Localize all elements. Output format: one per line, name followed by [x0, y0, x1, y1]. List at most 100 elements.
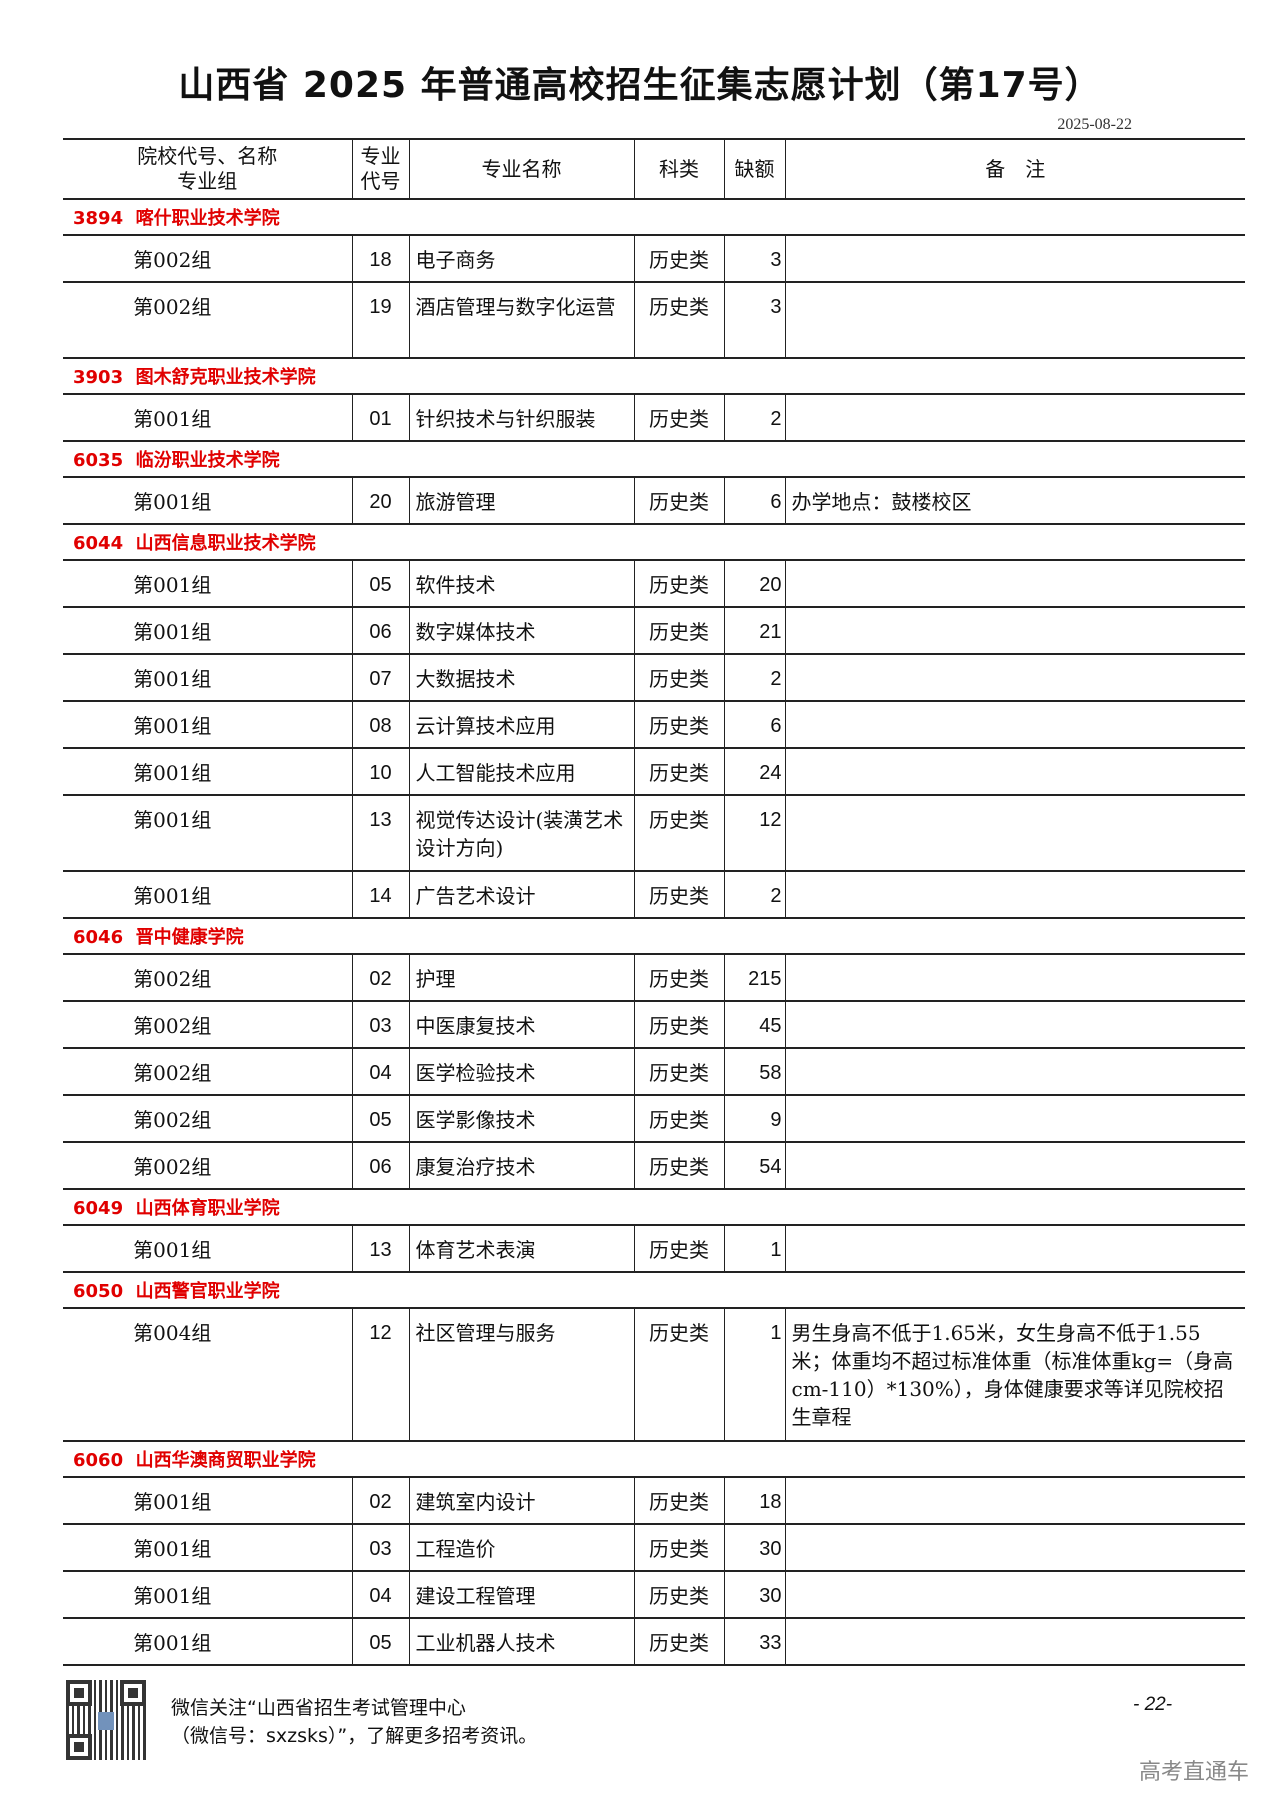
- subject-category: 历史类: [633, 1095, 724, 1143]
- subject-category: 历史类: [633, 394, 724, 442]
- subject-category: 历史类: [633, 1048, 724, 1096]
- remarks: [784, 654, 1245, 702]
- table-row: 第002组 06 康复治疗技术 历史类 54: [63, 1142, 1245, 1190]
- major-code: 05: [351, 560, 409, 608]
- table-row: 第001组 01 针织技术与针织服装 历史类 2: [63, 394, 1245, 442]
- subject-category: 历史类: [633, 282, 724, 359]
- major-name: 软件技术: [408, 560, 634, 608]
- major-group: 第001组: [63, 654, 352, 702]
- table-row: 第002组 02 护理 历史类 215: [63, 954, 1245, 1002]
- table-row: 第002组 05 医学影像技术 历史类 9: [63, 1095, 1245, 1143]
- school-heading-row: 3903 图木舒克职业技术学院: [63, 358, 1245, 395]
- major-code: 07: [351, 654, 409, 702]
- remarks: [784, 235, 1245, 283]
- vacancy-quota: 58: [723, 1048, 785, 1096]
- header-school: 院校代号、名称 专业组: [63, 138, 352, 200]
- subject-category: 历史类: [633, 1477, 724, 1525]
- subject-category: 历史类: [633, 1308, 724, 1442]
- vacancy-quota: 2: [723, 654, 785, 702]
- school-name: 图木舒克职业技术学院: [135, 367, 316, 388]
- subject-category: 历史类: [633, 795, 724, 872]
- major-code: 02: [351, 1477, 409, 1525]
- table-row: 第002组 03 中医康复技术 历史类 45: [63, 1001, 1245, 1049]
- school-heading-row: 6049 山西体育职业学院: [63, 1189, 1245, 1226]
- vacancy-quota: 33: [723, 1618, 785, 1666]
- vacancy-quota: 20: [723, 560, 785, 608]
- major-name: 广告艺术设计: [408, 871, 634, 919]
- school-code: 6035: [73, 450, 124, 471]
- school-heading-row: 6044 山西信息职业技术学院: [63, 524, 1245, 561]
- vacancy-quota: 3: [723, 235, 785, 283]
- vacancy-quota: 21: [723, 607, 785, 655]
- header-school-line2: 专业组: [177, 169, 238, 193]
- table-row: 第001组 07 大数据技术 历史类 2: [63, 654, 1245, 702]
- table-row: 第001组 13 体育艺术表演 历史类 1: [63, 1225, 1245, 1273]
- table-row: 第001组 02 建筑室内设计 历史类 18: [63, 1477, 1245, 1525]
- vacancy-quota: 3: [723, 282, 785, 359]
- major-group: 第001组: [63, 560, 352, 608]
- school-name: 临汾职业技术学院: [135, 450, 280, 471]
- major-name: 人工智能技术应用: [408, 748, 634, 796]
- vacancy-quota: 54: [723, 1142, 785, 1190]
- major-group: 第001组: [63, 871, 352, 919]
- table-row: 第001组 04 建设工程管理 历史类 30: [63, 1571, 1245, 1619]
- major-code: 14: [351, 871, 409, 919]
- subject-category: 历史类: [633, 654, 724, 702]
- vacancy-quota: 12: [723, 795, 785, 872]
- remarks: [784, 871, 1245, 919]
- remarks: [784, 1571, 1245, 1619]
- major-code: 02: [351, 954, 409, 1002]
- subject-category: 历史类: [633, 1618, 724, 1666]
- subject-category: 历史类: [633, 1524, 724, 1572]
- major-code: 04: [351, 1571, 409, 1619]
- major-name: 大数据技术: [408, 654, 634, 702]
- remarks: [784, 1095, 1245, 1143]
- subject-category: 历史类: [633, 1142, 724, 1190]
- vacancy-quota: 1: [723, 1225, 785, 1273]
- school-name: 山西警官职业学院: [135, 1281, 280, 1302]
- major-name: 康复治疗技术: [408, 1142, 634, 1190]
- school-heading-row: 6035 临汾职业技术学院: [63, 441, 1245, 478]
- major-name: 数字媒体技术: [408, 607, 634, 655]
- major-name: 中医康复技术: [408, 1001, 634, 1049]
- subject-category: 历史类: [633, 871, 724, 919]
- vacancy-quota: 215: [723, 954, 785, 1002]
- school-name: 山西体育职业学院: [135, 1198, 280, 1219]
- remarks: [784, 1142, 1245, 1190]
- remarks: [784, 954, 1245, 1002]
- major-group: 第001组: [63, 607, 352, 655]
- table-row: 第001组 13 视觉传达设计(装潢艺术设计方向) 历史类 12: [63, 795, 1245, 872]
- remarks: [784, 748, 1245, 796]
- remarks: [784, 607, 1245, 655]
- subject-category: 历史类: [633, 607, 724, 655]
- school-heading: 6050 山西警官职业学院: [63, 1272, 1245, 1309]
- major-group: 第001组: [63, 1571, 352, 1619]
- school-code: 6060: [73, 1450, 124, 1471]
- header-code: 专业 代号: [351, 138, 409, 200]
- major-group: 第001组: [63, 1225, 352, 1273]
- table-row: 第001组 03 工程造价 历史类 30: [63, 1524, 1245, 1572]
- major-code: 03: [351, 1524, 409, 1572]
- school-heading-row: 3894 喀什职业技术学院: [63, 199, 1245, 236]
- school-heading: 6060 山西华澳商贸职业学院: [63, 1441, 1245, 1478]
- major-name: 体育艺术表演: [408, 1225, 634, 1273]
- subject-category: 历史类: [633, 477, 724, 525]
- table-row: 第002组 19 酒店管理与数字化运营 历史类 3: [63, 282, 1245, 359]
- major-name: 护理: [408, 954, 634, 1002]
- major-code: 05: [351, 1618, 409, 1666]
- school-code: 6046: [73, 927, 124, 948]
- enrollment-plan-table: 院校代号、名称 专业组 专业 代号 专业名称 科类 缺额 备 注 3894 喀什职业…: [63, 138, 1245, 1666]
- major-group: 第001组: [63, 1524, 352, 1572]
- table-row: 第001组 06 数字媒体技术 历史类 21: [63, 607, 1245, 655]
- remarks: [784, 1225, 1245, 1273]
- remarks: [784, 1048, 1245, 1096]
- major-code: 20: [351, 477, 409, 525]
- vacancy-quota: 45: [723, 1001, 785, 1049]
- major-name: 电子商务: [408, 235, 634, 283]
- school-code: 3894: [73, 208, 124, 229]
- remarks: 办学地点：鼓楼校区: [784, 477, 1245, 525]
- major-group: 第001组: [63, 748, 352, 796]
- table-row: 第004组 12 社区管理与服务 历史类 1 男生身高不低于1.65米，女生身高不低于1.…: [63, 1308, 1245, 1442]
- remarks: [784, 1477, 1245, 1525]
- table-header: 院校代号、名称 专业组 专业 代号 专业名称 科类 缺额 备 注: [63, 138, 1245, 200]
